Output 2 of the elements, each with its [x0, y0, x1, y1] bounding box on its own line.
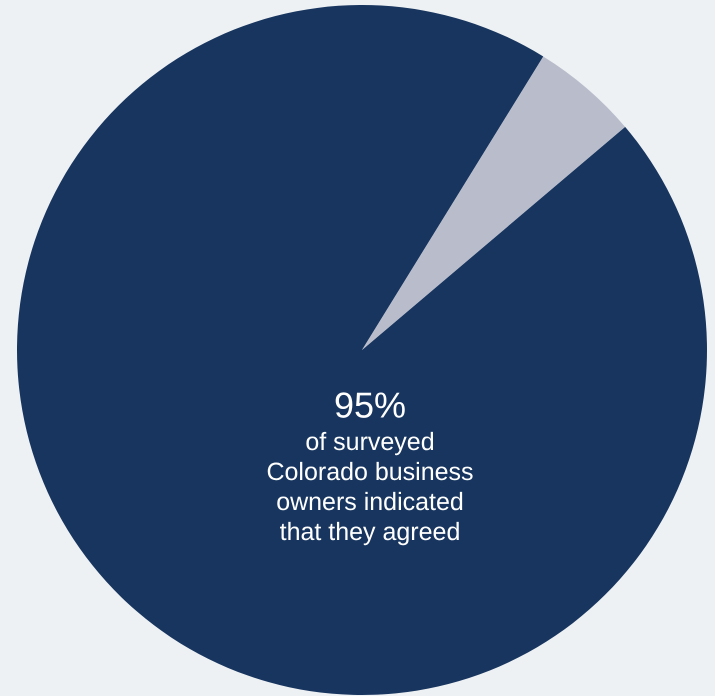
data-label: 95% [334, 384, 406, 426]
text: of surveyed Colorado business owners indicated that they agreed [266, 428, 474, 546]
